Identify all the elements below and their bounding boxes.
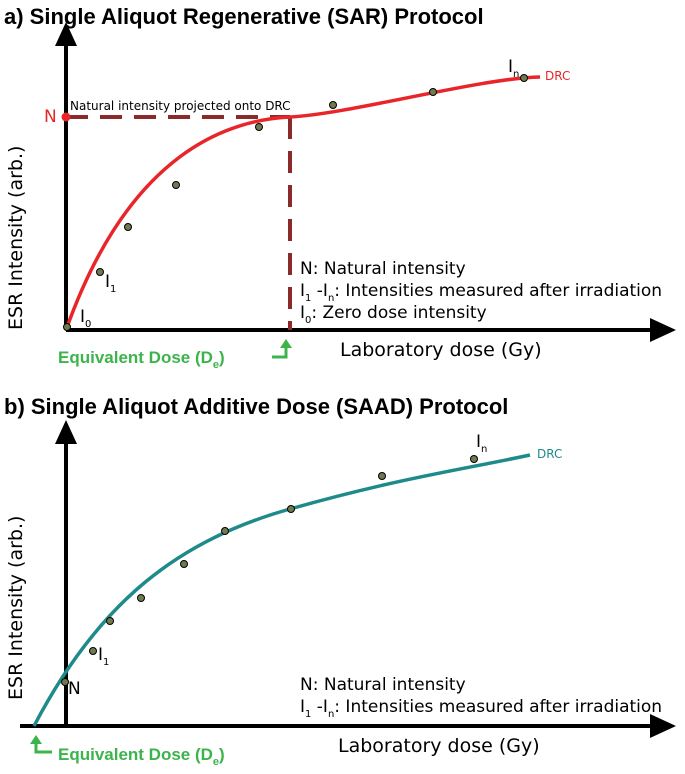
panel-b-point: [89, 647, 97, 655]
panel-b-legend-natural: N: Natural intensity: [300, 675, 466, 695]
panel-b-point: [378, 472, 386, 480]
panel-b-point: [287, 505, 295, 513]
panel-b: b) Single Aliquot Additive Dose (SAAD) P…: [4, 394, 676, 768]
panel-b-x-axis-arrow-icon: [650, 714, 676, 738]
panel-a-point: [124, 223, 132, 231]
panel-a-x-axis-arrow-icon: [650, 318, 676, 342]
panel-a-legend-intensities: I1 -In: Intensities measured after irrad…: [300, 281, 662, 304]
panel-a-natural-point: [61, 112, 71, 122]
panel-a-y-axis-arrow-icon: [55, 22, 77, 46]
panel-a-y-label: ESR Intensity (arb.): [5, 146, 27, 330]
panel-b-point: [470, 455, 478, 463]
panel-a-point: [429, 88, 437, 96]
panel-b-point: [137, 594, 145, 602]
panel-b-legend-intensities: I1 -In: Intensities measured after irrad…: [300, 697, 662, 720]
panel-b-in-label: In: [476, 432, 487, 455]
panel-b-y-label: ESR Intensity (arb.): [5, 516, 27, 700]
panel-a-drc-curve: [64, 75, 541, 331]
panel-b-natural-point: [61, 678, 69, 686]
panel-a-point: [63, 323, 71, 331]
panel-a-point: [255, 123, 263, 131]
panel-b-drc-curve: [32, 453, 531, 727]
panel-b-measured-points: [61, 455, 478, 686]
panel-b-equivalent-dose-arrow-icon: [34, 742, 52, 754]
panel-b-natural-label: N: [68, 679, 81, 699]
panel-b-point: [106, 617, 114, 625]
panel-b-y-axis-arrow-icon: [55, 420, 77, 444]
panel-b-title: b) Single Aliquot Additive Dose (SAAD) P…: [4, 394, 508, 419]
panel-b-legend: N: Natural intensity I1 -In: Intensities…: [300, 675, 662, 720]
panel-a-point: [96, 268, 104, 276]
panel-a-natural-label: N: [44, 107, 57, 127]
panel-a-equivalent-dose-label: Equivalent Dose (De): [58, 348, 225, 371]
panel-b-equivalent-dose-arrowhead-icon: [30, 735, 42, 744]
panel-a-measured-points: [63, 74, 528, 331]
panel-b-equivalent-dose-label: Equivalent Dose (De): [58, 745, 225, 768]
panel-a-drc-label: DRC: [545, 69, 570, 83]
panel-a-title: a) Single Aliquot Regenerative (SAR) Pro…: [4, 4, 484, 29]
panel-a-legend-natural: N: Natural intensity: [300, 259, 466, 279]
panel-b-equivalent-dose: Equivalent Dose (De): [30, 735, 225, 768]
panel-a: a) Single Aliquot Regenerative (SAR) Pro…: [4, 4, 676, 371]
panel-a-equivalent-dose-arrow-icon: [272, 346, 288, 359]
panel-a-point: [520, 74, 528, 82]
panel-b-drc-label: DRC: [537, 447, 562, 461]
panel-a-equivalent-dose-arrowhead-icon: [280, 339, 292, 348]
panel-a-i1-label: I1: [105, 272, 116, 295]
panel-a-legend-zero-dose: I0: Zero dose intensity: [300, 303, 487, 326]
panel-b-i1-label: I1: [98, 645, 109, 668]
panel-a-projection-note: Natural intensity projected onto DRC: [70, 99, 291, 113]
panel-a-point: [172, 181, 180, 189]
panel-b-point: [180, 560, 188, 568]
panel-b-x-label: Laboratory dose (Gy): [338, 735, 540, 757]
panel-a-i0-label: I0: [80, 307, 91, 330]
panel-a-point: [329, 101, 337, 109]
panel-a-x-label: Laboratory dose (Gy): [340, 339, 542, 361]
panel-b-point: [221, 527, 229, 535]
panel-a-legend: N: Natural intensity I1 -In: Intensities…: [300, 259, 662, 326]
panel-a-equivalent-dose: Equivalent Dose (De): [58, 339, 292, 371]
panel-a-in-label: In: [508, 57, 519, 80]
